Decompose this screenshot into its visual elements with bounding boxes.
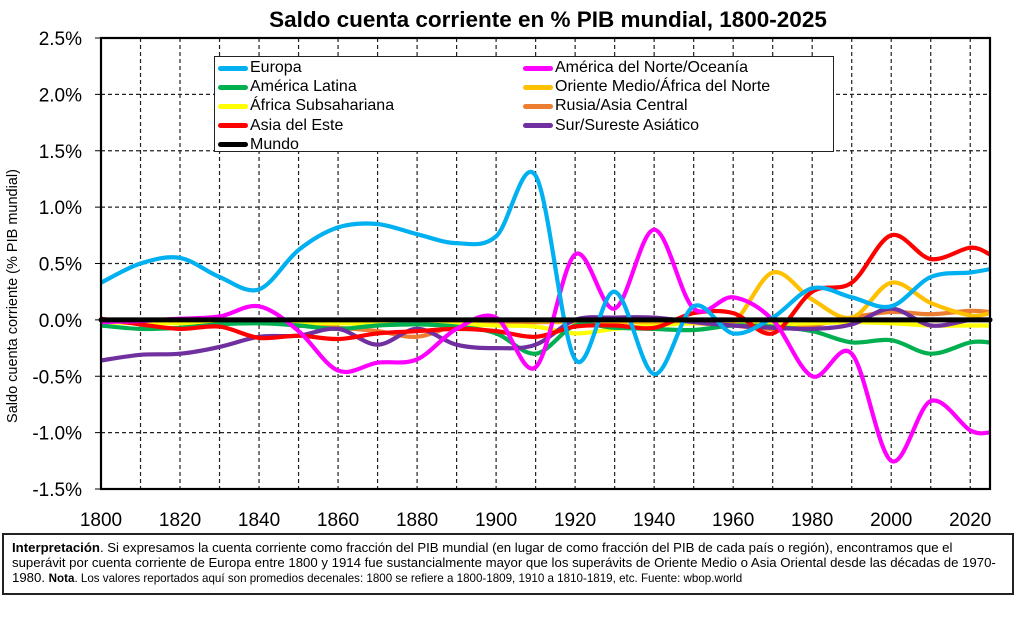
legend-item-america-del-norte-oceania: América del Norte/Oceanía: [523, 58, 748, 78]
x-tick-label: 1940: [633, 510, 675, 531]
x-tick-label: 1800: [80, 510, 122, 531]
legend-item-sur-sureste-asiatico: Sur/Sureste Asiático: [523, 116, 699, 136]
x-tick-label: 1880: [396, 510, 438, 531]
x-tick-label: 1900: [475, 510, 517, 531]
legend-item-africa-subsahariana: África Subsahariana: [218, 96, 394, 116]
legend-label: Mundo: [250, 135, 299, 153]
legend-item-europa: Europa: [218, 58, 302, 78]
y-tick-labels: 2.5% 2.0% 1.5% 1.0% 0.5% 0.0% -0.5% -1.0% -1.5%: [32, 29, 82, 501]
x-tick-label: 1820: [159, 510, 201, 531]
x-tick-label: 1840: [238, 510, 280, 531]
plot-frame: [99, 36, 992, 491]
series-line-america-del-norte-oceania: [101, 227, 990, 464]
legend-swatch: [523, 123, 553, 129]
legend-swatch: [218, 65, 248, 71]
x-tick-labels: 1800 1820 1840 1860 1880 1900 1920 1940 1960 1980…: [80, 510, 992, 531]
legend-label: Oriente Medio/África del Norte: [555, 78, 771, 96]
legend-swatch: [523, 65, 553, 71]
interpretation-note: Interpretación. Si expresamos la cuenta …: [2, 533, 1014, 595]
y-tick-label: 0.5%: [39, 255, 82, 276]
y-tick-label: 2.0%: [39, 85, 82, 106]
legend-label: América del Norte/Oceanía: [555, 59, 748, 76]
legend-label: Asia del Este: [250, 116, 344, 134]
y-tick-label: -0.5%: [32, 367, 82, 388]
series-line-asia-del-este: [101, 233, 990, 342]
legend-swatch: [218, 142, 248, 148]
y-tick-label: 0.0%: [39, 311, 82, 332]
legend-item-asia-del-este: Asia del Este: [218, 116, 343, 136]
legend-item-america-latina: América Latina: [218, 77, 357, 97]
x-tick-label: 1920: [554, 510, 596, 531]
legend-swatch: [218, 103, 248, 109]
legend-swatch: [218, 123, 248, 129]
legend-swatch: [218, 84, 248, 90]
note-interpretation-text: . Si expresamos la cuenta corriente como…: [12, 540, 996, 585]
legend-item-mundo: Mundo: [218, 135, 299, 155]
legend-label: Rusia/Asia Central: [555, 97, 688, 115]
x-tick-label: 1980: [791, 510, 833, 531]
legend-label: África Subsahariana: [250, 97, 395, 115]
legend-swatch: [523, 84, 553, 90]
legend-label: Sur/Sureste Asiático: [555, 116, 700, 134]
y-tick-label: -1.0%: [32, 424, 82, 445]
y-tick-label: -1.5%: [32, 480, 82, 501]
x-tick-label: 1860: [317, 510, 359, 531]
y-axis-label: Saldo cuenta corriente (% PIB mundial): [5, 169, 21, 423]
x-tick-label: 2020: [949, 510, 991, 531]
y-tick-label: 1.5%: [39, 142, 82, 163]
legend: Europa América Latina África Subsahariana A…: [214, 56, 834, 155]
legend-label: América Latina: [250, 78, 357, 96]
note-interpretation-label: Interpretación: [12, 540, 100, 555]
legend-label: Europa: [250, 59, 302, 76]
legend-item-rusia-asia-central: Rusia/Asia Central: [523, 96, 688, 116]
y-tick-label: 1.0%: [39, 198, 82, 219]
series-lines: [101, 170, 990, 464]
x-tick-label: 1960: [712, 510, 754, 531]
legend-swatch: [523, 103, 553, 109]
note-nota-text: . Los valores reportados aquí son promed…: [74, 572, 743, 585]
legend-item-oriente-medio-africa-del-norte: Oriente Medio/África del Norte: [523, 77, 770, 97]
chart-title: Saldo cuenta corriente en % PIB mundial,…: [269, 7, 827, 32]
series-line-america-latina: [101, 321, 990, 356]
note-nota-label: Nota: [48, 572, 75, 585]
x-tick-label: 2000: [870, 510, 912, 531]
y-tick-label: 2.5%: [39, 29, 82, 50]
